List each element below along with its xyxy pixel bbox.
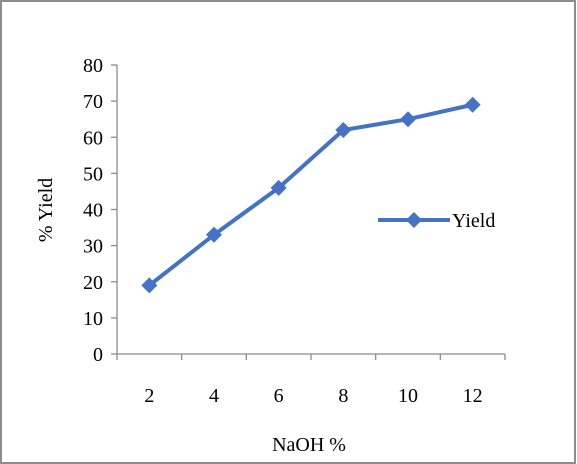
x-tick-label: 10 — [398, 385, 418, 407]
series-yield — [141, 96, 481, 294]
x-tick-label: 2 — [144, 385, 154, 407]
y-tick-label: 50 — [83, 163, 103, 185]
y-tick-label: 60 — [83, 127, 103, 149]
x-tick-labels: 2 4 6 8 10 12 — [144, 385, 482, 407]
y-tick-label: 0 — [93, 344, 103, 366]
y-tick-label: 80 — [83, 55, 103, 77]
x-tick-label: 4 — [209, 385, 219, 407]
y-tick-label: 40 — [83, 200, 103, 222]
series-line — [148, 102, 474, 287]
x-axis-title: NaOH % — [272, 434, 346, 456]
axes — [111, 64, 506, 360]
legend-label: Yield — [452, 210, 495, 232]
y-tick-labels: 0 10 20 30 40 50 60 70 80 — [83, 55, 103, 366]
data-point — [400, 111, 416, 128]
legend: Yield — [378, 210, 495, 232]
data-point — [464, 96, 481, 113]
x-tick-label: 6 — [274, 385, 284, 407]
y-axis-title: % Yield — [35, 178, 57, 242]
y-tick-label: 70 — [83, 91, 103, 113]
x-tick-label: 12 — [463, 385, 483, 407]
data-point — [206, 226, 222, 243]
data-point — [270, 179, 287, 196]
x-tick-label: 8 — [338, 385, 348, 407]
y-tick-label: 10 — [83, 308, 103, 330]
y-tick-label: 20 — [83, 272, 103, 294]
y-tick-label: 30 — [83, 236, 103, 258]
data-point — [141, 277, 158, 294]
data-point — [335, 122, 352, 139]
legend-marker — [406, 212, 422, 228]
